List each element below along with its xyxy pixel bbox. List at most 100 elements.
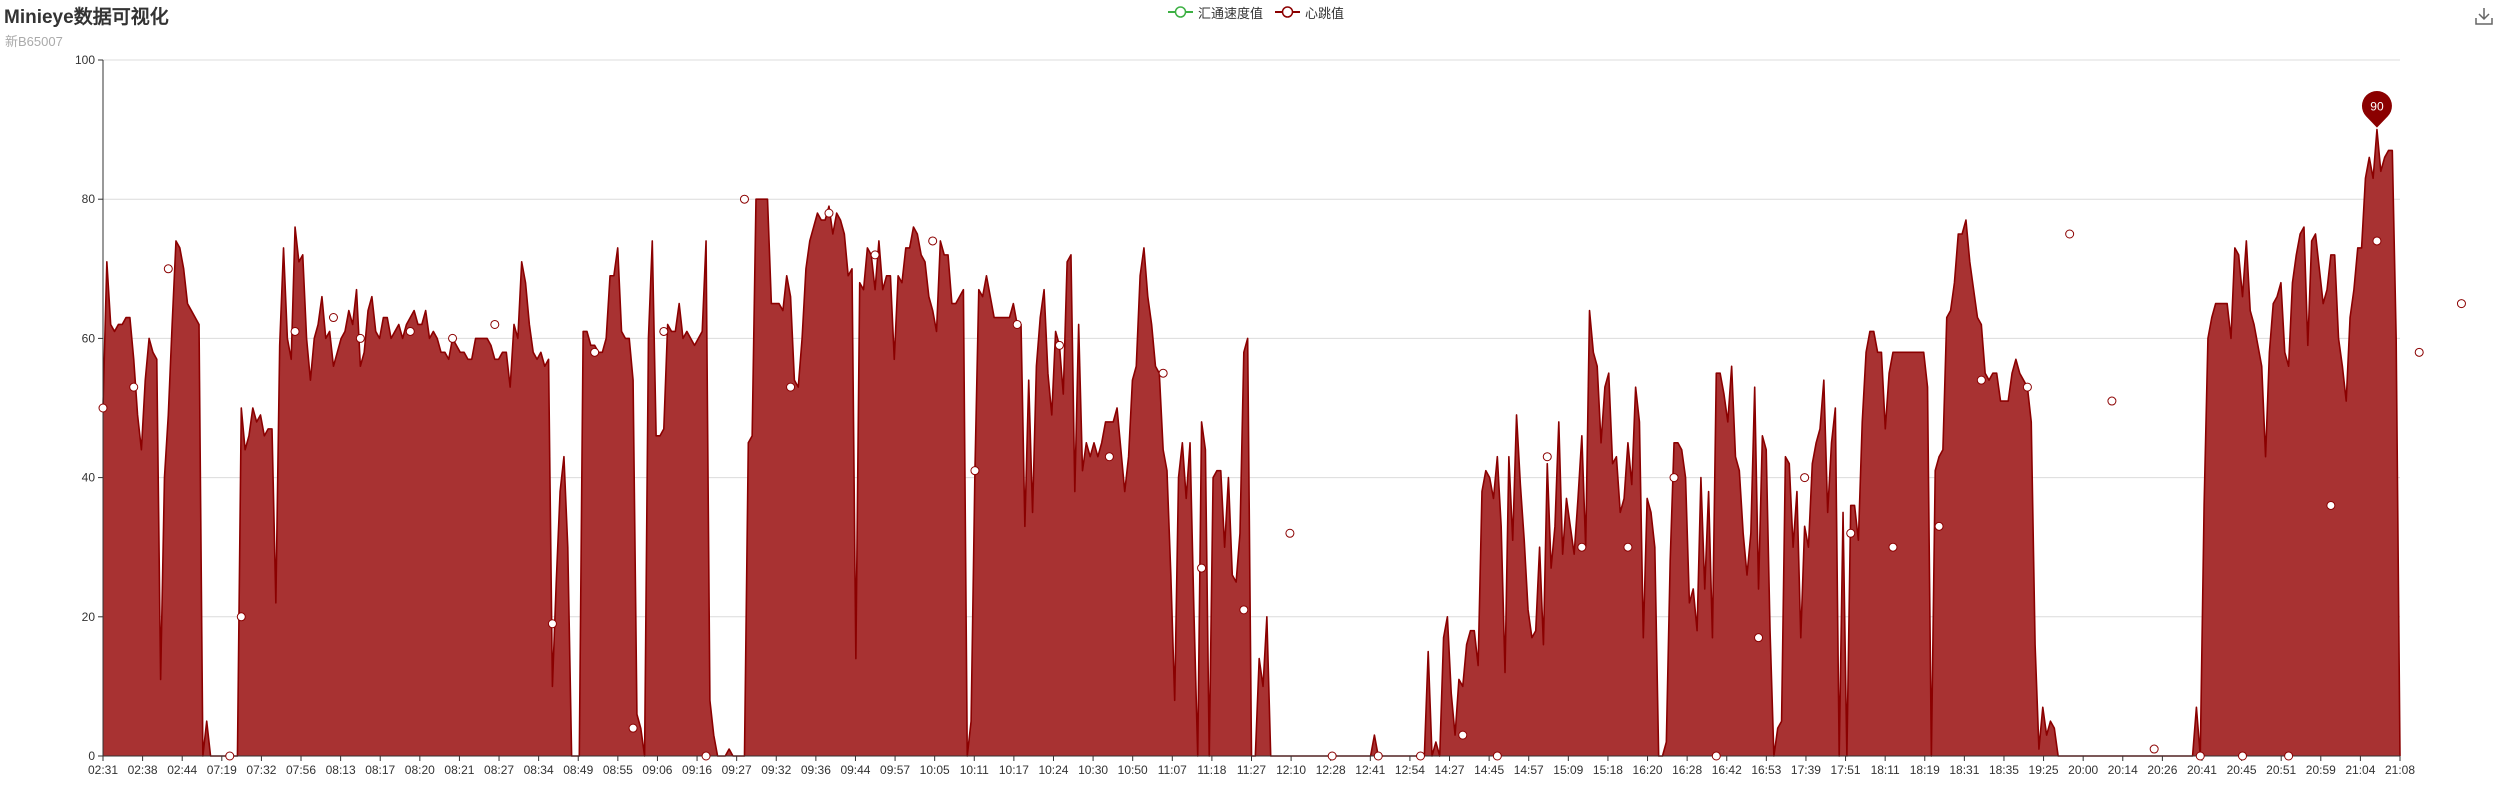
- legend-label-heartbeat: 心跳值: [1305, 5, 1345, 21]
- data-point: [628, 723, 638, 733]
- x-tick-label: 10:11: [960, 763, 989, 777]
- max-value-pin: [2361, 90, 2392, 128]
- x-tick-label: 09:32: [761, 763, 791, 777]
- download-button[interactable]: [2472, 4, 2496, 28]
- data-point: [547, 619, 557, 629]
- x-tick-label: 17:51: [1831, 763, 1861, 777]
- download-icon: [2475, 8, 2493, 25]
- data-point: [1800, 473, 1810, 483]
- data-point: [490, 319, 500, 329]
- x-tick-label: 20:41: [2187, 763, 2217, 777]
- y-tick-label: 100: [75, 53, 95, 67]
- x-tick-label: 08:34: [524, 763, 554, 777]
- data-point: [739, 194, 749, 204]
- x-tick-label: 02:44: [167, 763, 197, 777]
- data-point: [2326, 500, 2336, 510]
- chart-subtitle: 新B65007: [5, 34, 63, 49]
- data-point: [1754, 633, 1764, 643]
- data-point: [405, 326, 415, 336]
- x-tick-label: 08:20: [405, 763, 435, 777]
- data-point: [1285, 528, 1295, 538]
- data-point: [448, 333, 458, 343]
- chart-title: Minieye数据可视化: [4, 7, 169, 28]
- data-point: [355, 333, 365, 343]
- x-tick-label: 08:13: [326, 763, 356, 777]
- x-tick-label: 14:27: [1435, 763, 1465, 777]
- data-point: [1711, 751, 1721, 761]
- data-point: [2022, 382, 2032, 392]
- x-tick-label: 18:35: [1989, 763, 2019, 777]
- data-point: [290, 326, 300, 336]
- data-point: [1577, 542, 1587, 552]
- x-tick-label: 09:57: [880, 763, 910, 777]
- chart-legend: 汇通速度值 心跳值: [1168, 2, 1344, 22]
- x-tick-label: 08:55: [603, 763, 633, 777]
- y-tick-label: 60: [82, 331, 96, 345]
- max-value-label: 90: [2370, 100, 2384, 114]
- x-tick-label: 20:59: [2306, 763, 2336, 777]
- x-tick-label: 07:56: [286, 763, 316, 777]
- data-point: [2065, 229, 2075, 239]
- data-point: [786, 382, 796, 392]
- x-tick-label: 10:30: [1078, 763, 1108, 777]
- y-tick-label: 0: [88, 749, 95, 763]
- data-point: [1623, 542, 1633, 552]
- legend-item-speed[interactable]: 汇通速度值: [1168, 3, 1263, 22]
- x-tick-label: 02:38: [128, 763, 158, 777]
- x-tick-label: 09:16: [682, 763, 712, 777]
- x-tick-label: 12:54: [1395, 763, 1425, 777]
- x-tick-label: 14:57: [1514, 763, 1544, 777]
- x-tick-label: 15:18: [1593, 763, 1623, 777]
- data-point: [1239, 605, 1249, 615]
- x-tick-label: 17:39: [1791, 763, 1821, 777]
- x-tick-label: 08:49: [563, 763, 593, 777]
- data-point: [824, 208, 834, 218]
- x-tick-label: 16:53: [1751, 763, 1781, 777]
- x-tick-label: 16:42: [1712, 763, 1742, 777]
- data-point: [328, 313, 338, 323]
- data-point: [1846, 528, 1856, 538]
- x-tick-label: 12:10: [1276, 763, 1306, 777]
- data-point: [225, 751, 235, 761]
- data-point: [928, 236, 938, 246]
- x-tick-label: 12:28: [1316, 763, 1346, 777]
- x-tick-label: 19:25: [2029, 763, 2059, 777]
- data-point: [701, 751, 711, 761]
- x-tick-label: 10:17: [999, 763, 1029, 777]
- data-point: [2195, 751, 2205, 761]
- x-tick-label: 16:28: [1672, 763, 1702, 777]
- heartbeat-area: [103, 129, 2400, 757]
- x-tick-label: 20:26: [2147, 763, 2177, 777]
- data-point: [1197, 563, 1207, 573]
- legend-line-circle-icon: [1168, 6, 1193, 18]
- x-tick-label: 11:07: [1158, 763, 1187, 777]
- x-tick-label: 20:45: [2227, 763, 2257, 777]
- x-tick-label: 21:08: [2385, 763, 2415, 777]
- x-tick-label: 20:00: [2068, 763, 2098, 777]
- x-tick-label: 10:50: [1118, 763, 1148, 777]
- data-point: [1976, 375, 1986, 385]
- data-point: [1934, 521, 1944, 531]
- x-tick-label: 08:21: [444, 763, 474, 777]
- data-point: [1669, 473, 1679, 483]
- x-tick-label: 14:45: [1474, 763, 1504, 777]
- x-tick-label: 09:36: [801, 763, 831, 777]
- x-tick-label: 09:44: [840, 763, 870, 777]
- data-point: [1327, 751, 1337, 761]
- x-tick-label: 08:17: [365, 763, 395, 777]
- x-tick-label: 21:04: [2345, 763, 2375, 777]
- data-point: [590, 347, 600, 357]
- data-point: [98, 403, 108, 413]
- data-point: [1416, 751, 1426, 761]
- x-tick-label: 15:09: [1553, 763, 1583, 777]
- data-point: [2149, 744, 2159, 754]
- x-tick-label: 18:19: [1910, 763, 1940, 777]
- x-tick-label: 11:27: [1237, 763, 1266, 777]
- data-point: [2284, 751, 2294, 761]
- x-tick-label: 18:11: [1871, 763, 1900, 777]
- x-tick-label: 20:51: [2266, 763, 2296, 777]
- data-point: [2372, 236, 2382, 246]
- legend-item-heartbeat[interactable]: 心跳值: [1275, 3, 1344, 22]
- data-point: [970, 466, 980, 476]
